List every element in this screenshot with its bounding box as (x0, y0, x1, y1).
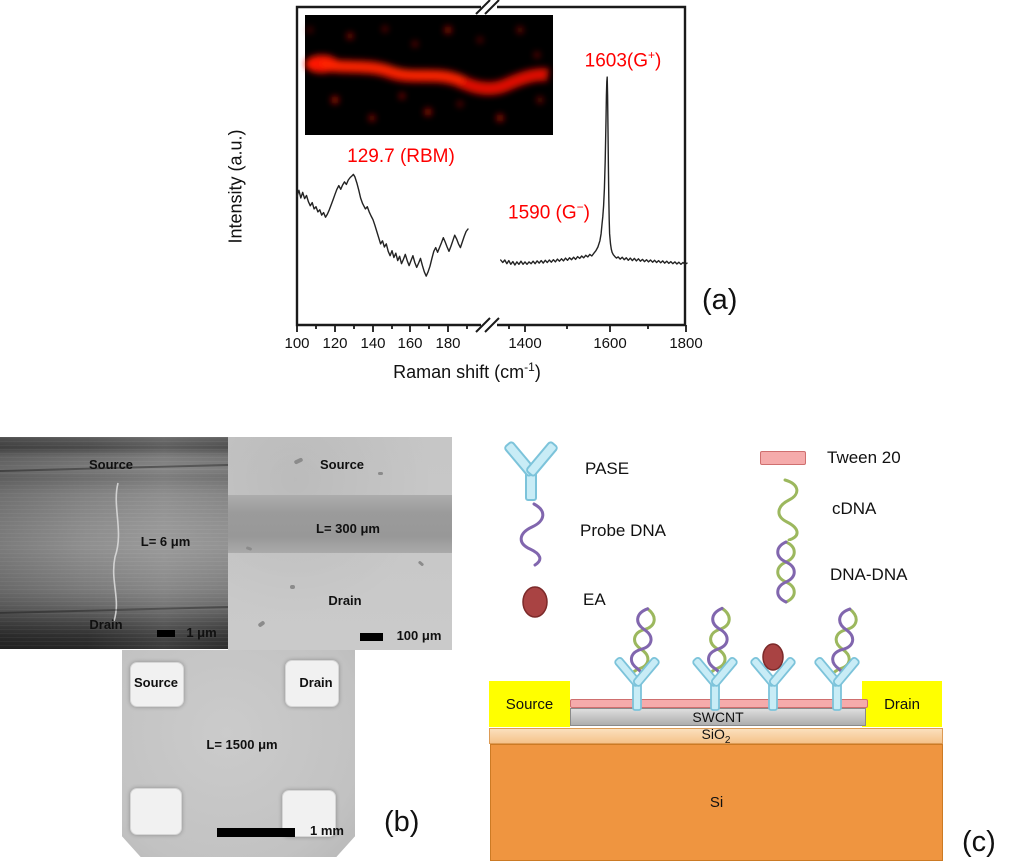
swcnt-label: SWCNT (692, 709, 744, 725)
drain-electrode: Drain (862, 681, 942, 727)
dna-dna-hybrid-icon (707, 606, 731, 678)
peak-annotation-rbm: 129.7 (RBM) (347, 146, 455, 167)
x-tick-label: 120 (322, 335, 348, 352)
sem-channel-band (228, 495, 452, 553)
sem-image-1500um: Source Drain L= 1500 μm 1 mm (122, 650, 355, 857)
source-electrode: Source (489, 681, 570, 727)
electrode-pad (130, 662, 184, 707)
panel-a-label: (a) (702, 284, 738, 316)
sem-length-label: L= 1500 μm (206, 737, 278, 752)
legend-label-dna-dna: DNA-DNA (830, 565, 908, 584)
axis-break-marks (475, 0, 500, 333)
scale-bar (217, 828, 295, 837)
spectrum-curve-gband-region (500, 76, 688, 266)
sem-drain-label: Drain (328, 593, 362, 608)
x-axis-label: Raman shift (cm-1) (393, 360, 541, 382)
pase-molecule-icon (614, 657, 660, 711)
scale-bar (157, 630, 175, 637)
tween20-icon (760, 451, 806, 465)
x-axis-minor-ticks (315, 325, 649, 329)
legend-label-tween20: Tween 20 (827, 448, 901, 467)
x-tick-label: 140 (360, 335, 386, 352)
cdna-icon (777, 478, 799, 541)
nanotube-line (0, 464, 228, 622)
ea-legend-icon (522, 586, 548, 618)
pase-molecule-icon (692, 657, 738, 711)
legend-label-pase: PASE (585, 459, 630, 478)
raman-spectrum-plot (295, 0, 688, 333)
sem-drain-label: Drain (299, 675, 333, 690)
pase-molecule-icon (814, 657, 860, 711)
sem-debris-speck (378, 472, 383, 475)
dna-dna-icon (776, 540, 796, 604)
y-axis-label: Intensity (a.u.) (225, 129, 246, 244)
sem-source-label: Source (133, 675, 179, 690)
x-tick-label: 160 (397, 335, 423, 352)
panel-b-label: (b) (384, 806, 420, 838)
x-tick-label: 100 (284, 335, 310, 352)
source-label: Source (505, 695, 554, 713)
x-tick-label: 1400 (508, 335, 542, 352)
scale-bar-label: 1 mm (310, 823, 344, 838)
panel-c-label: (c) (962, 826, 996, 858)
x-axis-major-ticks (296, 325, 687, 332)
sem-debris-speck (290, 585, 295, 589)
scale-bar-label: 100 μm (396, 628, 442, 643)
probe-dna-icon (519, 502, 545, 567)
sem-length-label: L= 6 μm (140, 534, 191, 549)
si-substrate: Si (490, 744, 943, 861)
x-tick-label: 1800 (669, 335, 703, 352)
x-tick-label: 180 (435, 335, 461, 352)
sem-debris-speck (257, 620, 266, 628)
pase-legend-icon (504, 441, 558, 501)
electrode-pad (130, 788, 182, 835)
sem-source-label: Source (88, 457, 134, 472)
pase-molecule-icon (750, 657, 796, 711)
raman-map-inset (305, 15, 553, 135)
sem-debris-speck (417, 560, 425, 567)
scale-bar-label: 1 μm (186, 625, 217, 640)
legend-label-ea: EA (583, 590, 606, 609)
sem-image-300um: Source L= 300 μm Drain 100 μm (228, 437, 452, 650)
peak-annotation-g-plus: 1603(G+) (584, 48, 662, 72)
spectrum-curve-rbm-region (296, 173, 469, 277)
sio2-layer: SiO2 (489, 726, 943, 746)
x-tick-label: 1600 (593, 335, 627, 352)
peak-annotation-g-minus: 1590 (G−) (508, 200, 590, 224)
si-label: Si (709, 794, 724, 811)
legend-label-cdna: cDNA (832, 499, 877, 518)
sio2-label: SiO2 (701, 726, 731, 746)
legend-label-probe-dna: Probe DNA (580, 521, 666, 540)
dna-dna-hybrid-icon (629, 607, 656, 678)
sem-image-6um: Source L= 6 μm Drain 1 μm (0, 437, 228, 649)
plot-frame-left (295, 5, 481, 327)
electrode-pad (285, 660, 339, 707)
scale-bar (360, 633, 383, 641)
ea-blocker-icon (762, 643, 784, 671)
plot-frame-right (497, 5, 687, 327)
drain-label: Drain (884, 695, 920, 713)
sem-length-label: L= 300 μm (316, 521, 380, 536)
sem-drain-label: Drain (89, 617, 123, 632)
sem-source-label: Source (319, 457, 365, 472)
